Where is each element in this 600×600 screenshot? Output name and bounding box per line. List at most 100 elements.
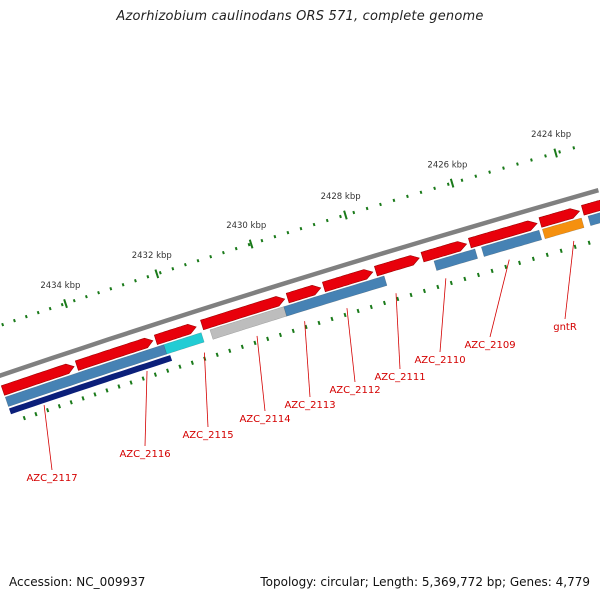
gene-features (0, 199, 600, 415)
gene-label: AZC_2113 (284, 400, 335, 411)
inner-tick (153, 372, 157, 377)
label-leader-line (43, 405, 53, 471)
ruler-tick (36, 310, 40, 315)
ruler-major-tick (154, 269, 160, 279)
ruler-major-tick (343, 210, 348, 220)
genome-backbone (0, 188, 600, 379)
gene-label: gntR (553, 322, 577, 333)
ruler-tick (260, 238, 264, 243)
ruler-tick (392, 198, 396, 203)
ruler-tick (158, 270, 162, 275)
forward-gene-arrow (74, 337, 154, 371)
inner-tick (409, 292, 413, 298)
ruler-tick (121, 282, 125, 287)
ruler-tick (171, 266, 175, 271)
inner-tick (504, 264, 508, 270)
ruler-tick (222, 250, 225, 255)
ruler-label: 2432 kbp (132, 251, 172, 261)
label-leader-line (346, 308, 356, 383)
inner-tick (369, 304, 373, 310)
ruler-tick (419, 190, 423, 195)
inner-tick (291, 328, 295, 334)
gene-label: AZC_2117 (26, 473, 77, 484)
ruler-tick (109, 286, 113, 291)
reverse-gene-block (4, 344, 168, 407)
ruler-tick (97, 290, 100, 295)
ruler-major-tick (63, 298, 68, 309)
ruler-tick (502, 166, 505, 170)
inner-tick (343, 312, 347, 318)
inner-tick (46, 407, 50, 413)
reverse-gene-block (433, 248, 479, 271)
reverse-gene-block (587, 212, 600, 227)
ruler-tick (530, 158, 533, 162)
forward-gene-arrow (200, 296, 286, 331)
inner-tick (215, 352, 219, 357)
ruler-tick (209, 254, 213, 259)
label-leader-line (256, 335, 266, 412)
inner-tick (436, 284, 440, 290)
ruler-tick (84, 294, 88, 299)
dark-gene-block (9, 355, 173, 415)
reverse-gene-block (480, 229, 543, 257)
ruler-label: 2426 kbp (427, 160, 467, 170)
ruler-tick (247, 242, 251, 247)
ruler-tick (339, 214, 342, 219)
inner-tick (141, 376, 145, 381)
inner-tick (69, 400, 73, 405)
ruler-label: 2434 kbp (40, 281, 80, 291)
inner-tick (518, 260, 522, 266)
forward-gene-arrow (153, 323, 197, 345)
ruler-tick (72, 298, 76, 303)
inner-tick (463, 276, 467, 282)
inner-tick (587, 240, 591, 245)
inner-tick (559, 248, 563, 254)
label-leader-line (203, 352, 209, 428)
ruler-tick (286, 230, 290, 235)
ruler-tick (516, 162, 519, 166)
ruler-tick (273, 234, 277, 239)
gene-label: AZC_2110 (414, 355, 465, 366)
ruler-tick (48, 306, 52, 311)
ruler-tick (572, 146, 576, 150)
inner-tick (278, 332, 282, 338)
ruler-tick (234, 246, 238, 251)
ruler-tick (312, 222, 316, 227)
inner-tick (266, 336, 270, 342)
inner-tick (304, 324, 308, 330)
ruler-tick (488, 170, 491, 174)
inner-tick (81, 396, 85, 401)
reverse-gene-block (541, 217, 585, 240)
ruler-label: 2428 kbp (321, 192, 361, 202)
inner-tick (117, 384, 121, 389)
ruler-tick (60, 302, 64, 307)
backbone-arc (0, 188, 600, 379)
ruler-label: 2430 kbp (226, 221, 266, 231)
inner-tick (396, 296, 400, 302)
inner-tick (34, 411, 38, 417)
inner-tick (422, 288, 426, 294)
forward-gene-arrow (468, 220, 538, 249)
ruler-tick (379, 202, 382, 207)
forward-gene-arrow (581, 199, 600, 216)
forward-gene-arrow (0, 363, 75, 396)
gene-labels: gntR AZC_2109 AZC_2110 AZC_2111 AZC_2112 AZC_… (26, 240, 577, 484)
label-leader-line (144, 371, 148, 447)
inner-tick (240, 344, 244, 350)
inner-tick (105, 388, 109, 393)
ruler-tick (406, 194, 409, 199)
inner-tick (476, 272, 480, 278)
ruler-tick (325, 218, 329, 223)
label-leader-line (439, 278, 447, 353)
forward-gene-arrow (374, 255, 420, 277)
gene-label: AZC_2115 (182, 430, 233, 441)
ruler-tick (196, 258, 200, 263)
inner-tick (545, 252, 549, 258)
ruler-tick (1, 322, 5, 327)
inner-tick (129, 380, 133, 385)
ruler-tick (13, 318, 16, 323)
reverse-gene-block (163, 332, 205, 355)
ruler-tick (474, 174, 478, 178)
ruler-ticks: 2424 kbp 2426 kbp 2428 kbp 2430 kbp 2432 kbp… (1, 130, 591, 421)
